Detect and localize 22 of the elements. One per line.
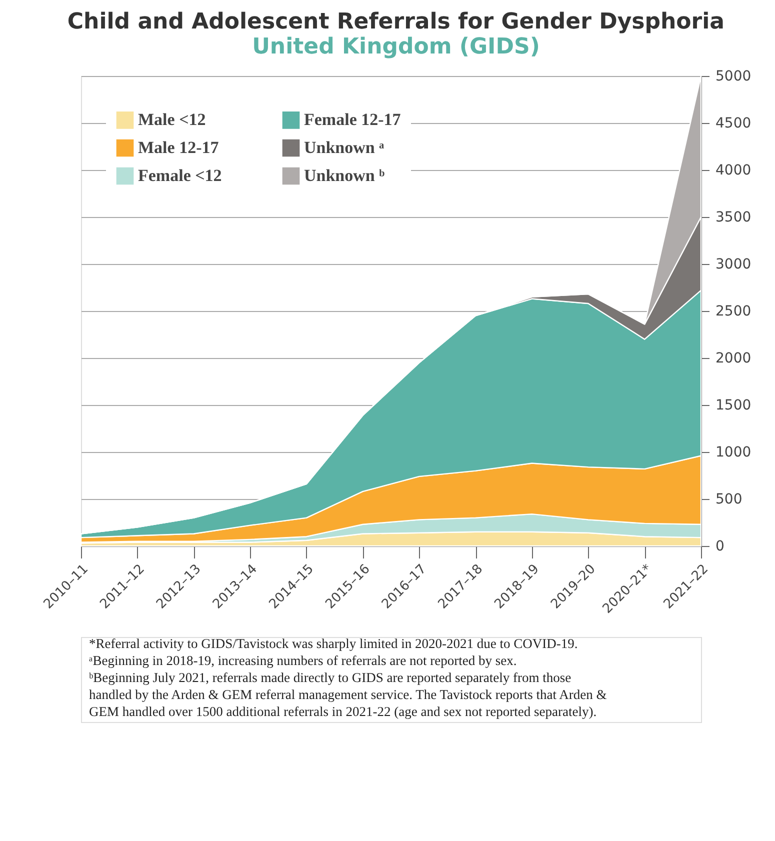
y-tick-label: 2000: [716, 350, 752, 366]
y-tick-label: 4500: [716, 116, 752, 132]
legend-label: Male <12: [138, 110, 206, 130]
y-tick-label: 5000: [716, 68, 752, 84]
y-tick-label: 4000: [716, 162, 752, 178]
y-tick-label: 3500: [716, 210, 752, 226]
y-tick-label: 1000: [716, 444, 752, 460]
legend-label: Unknown ᵃ: [304, 138, 384, 157]
text: ᵇBeginning July 2021, referrals made directly to GIDS are reported separately from those handled by the Arden & GEM referral management service. The Tavistock reports that Arden & GEM handled over 1500 additional referrals in 2021-22 (age and sex not reported separately).: [89, 670, 608, 719]
chart-subtitle: United Kingdom (GIDS): [252, 34, 540, 60]
text: *Referral activity to GIDS/Tavistock was sharply limited in 2020-2021 due to COVID-19.: [89, 636, 578, 651]
y-tick-label: 2500: [716, 304, 752, 320]
legend-label: Male 12-17: [138, 138, 220, 157]
y-tick-label: 1500: [716, 398, 752, 414]
chart-title: Child and Adolescent Referrals for Gender Dysphoria: [67, 10, 725, 34]
legend-label: Unknown ᵇ: [304, 166, 386, 185]
y-tick-label: 3000: [716, 256, 752, 272]
y-tick-label: 0: [716, 538, 724, 554]
legend-label: Female 12-17: [304, 110, 402, 130]
y-tick-label: 500: [716, 492, 742, 508]
legend-label: Female <12: [138, 166, 222, 185]
text: ᵃBeginning in 2018-19, increasing numbers of referrals are not reported by sex.: [89, 653, 517, 668]
